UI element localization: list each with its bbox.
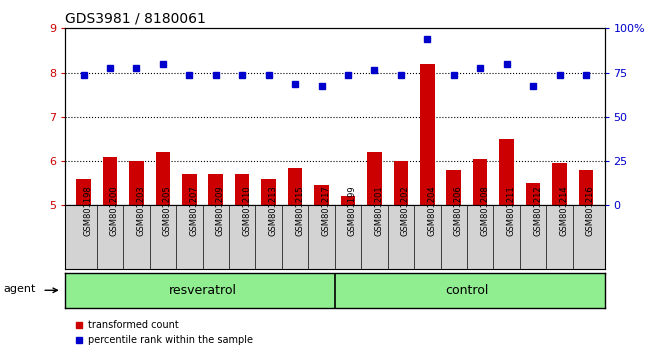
Bar	[552, 163, 567, 205]
Text: GSM801205: GSM801205	[163, 185, 172, 236]
Text: GSM801214: GSM801214	[560, 185, 569, 236]
Text: GSM801211: GSM801211	[506, 185, 515, 236]
Text: GSM801207: GSM801207	[189, 185, 198, 236]
Bar	[367, 152, 382, 205]
Text: GSM801199: GSM801199	[348, 185, 357, 236]
Text: GSM801215: GSM801215	[295, 185, 304, 236]
Bar	[209, 175, 223, 205]
Bar	[447, 170, 461, 205]
Text: GSM801209: GSM801209	[216, 185, 225, 236]
Bar	[103, 157, 117, 205]
Bar	[314, 185, 329, 205]
Bar	[235, 175, 250, 205]
Legend: transformed count, percentile rank within the sample: transformed count, percentile rank withi…	[70, 316, 257, 349]
Bar	[182, 175, 196, 205]
Text: GSM801200: GSM801200	[110, 185, 119, 236]
Text: GSM801202: GSM801202	[401, 185, 410, 236]
Text: GSM801201: GSM801201	[374, 185, 384, 236]
Text: GDS3981 / 8180061: GDS3981 / 8180061	[65, 12, 206, 26]
Text: GSM801204: GSM801204	[427, 185, 436, 236]
Text: GSM801213: GSM801213	[268, 185, 278, 236]
Text: GSM801206: GSM801206	[454, 185, 463, 236]
Bar	[473, 159, 488, 205]
Text: GSM801216: GSM801216	[586, 185, 595, 236]
Bar	[155, 152, 170, 205]
Text: GSM801210: GSM801210	[242, 185, 251, 236]
Bar	[288, 168, 302, 205]
Text: agent: agent	[3, 284, 36, 293]
Text: GSM801198: GSM801198	[83, 185, 92, 236]
Bar	[578, 170, 593, 205]
Bar	[129, 161, 144, 205]
Bar	[420, 64, 435, 205]
Bar	[76, 179, 91, 205]
Text: GSM801203: GSM801203	[136, 185, 146, 236]
Bar	[261, 179, 276, 205]
Bar	[394, 161, 408, 205]
Bar	[341, 196, 356, 205]
Bar	[499, 139, 514, 205]
Bar	[526, 183, 540, 205]
Text: GSM801217: GSM801217	[322, 185, 331, 236]
Text: GSM801212: GSM801212	[533, 185, 542, 236]
Text: resveratrol: resveratrol	[168, 284, 237, 297]
Text: GSM801208: GSM801208	[480, 185, 489, 236]
Text: control: control	[445, 284, 489, 297]
